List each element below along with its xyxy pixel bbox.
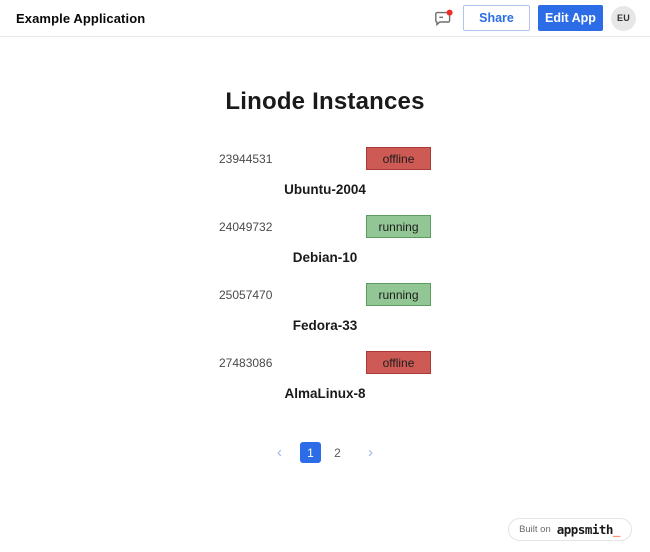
pagination: ‹ 1 2 › [0, 442, 650, 463]
app-title: Example Application [16, 10, 146, 26]
list-item[interactable]: 27483086 offline AlmaLinux-8 [219, 351, 431, 419]
app-canvas: Linode Instances 23944531 offline Ubuntu… [0, 37, 650, 463]
instance-name: AlmaLinux-8 [284, 386, 366, 401]
instance-id: 27483086 [219, 355, 273, 370]
topbar: Example Application Share Edit App EU [0, 0, 650, 37]
list-item[interactable]: 23944531 offline Ubuntu-2004 [219, 147, 431, 215]
appsmith-wordmark: appsmith [556, 522, 614, 537]
instance-list: 23944531 offline Ubuntu-2004 24049732 ru… [219, 147, 431, 419]
user-avatar[interactable]: EU [611, 5, 636, 31]
status-badge: offline [366, 147, 431, 170]
pagination-prev-icon[interactable]: ‹ [277, 444, 282, 461]
instance-name: Debian-10 [292, 250, 358, 265]
comment-bubble-icon [434, 9, 453, 28]
built-on-appsmith-badge[interactable]: Built on appsmith _ [508, 518, 632, 541]
share-button[interactable]: Share [463, 5, 530, 31]
instance-name: Ubuntu-2004 [284, 182, 366, 197]
pagination-next-icon[interactable]: › [368, 444, 373, 461]
pagination-page-1[interactable]: 1 [300, 442, 321, 463]
instance-id: 23944531 [219, 151, 273, 166]
status-badge: offline [366, 351, 431, 374]
page-title: Linode Instances [225, 88, 425, 115]
appsmith-wordmark-underscore: _ [612, 522, 621, 537]
notification-dot [446, 9, 453, 16]
pagination-page-2[interactable]: 2 [334, 445, 341, 460]
instance-row: 27483086 offline [219, 351, 431, 374]
comment-mode-button[interactable] [432, 7, 454, 29]
edit-app-button[interactable]: Edit App [538, 5, 603, 31]
built-on-label: Built on [519, 524, 551, 535]
topbar-actions: Share Edit App EU [432, 5, 636, 31]
instance-id: 24049732 [219, 219, 273, 234]
instance-row: 24049732 running [219, 215, 431, 238]
status-badge: running [366, 215, 431, 238]
instance-id: 25057470 [219, 287, 273, 302]
list-item[interactable]: 24049732 running Debian-10 [219, 215, 431, 283]
status-badge: running [366, 283, 431, 306]
instance-name: Fedora-33 [292, 318, 358, 333]
instance-row: 23944531 offline [219, 147, 431, 170]
list-item[interactable]: 25057470 running Fedora-33 [219, 283, 431, 351]
instance-row: 25057470 running [219, 283, 431, 306]
